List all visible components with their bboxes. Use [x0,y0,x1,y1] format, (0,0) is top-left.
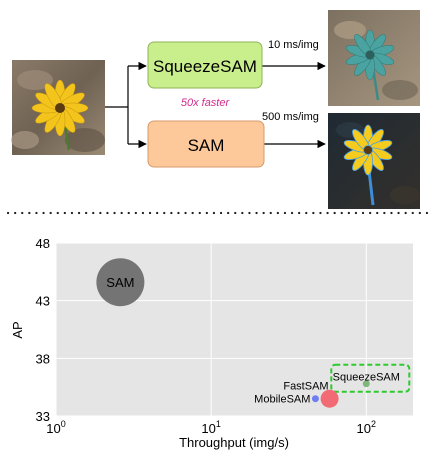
sam-point [96,258,145,307]
sunflower-icon [31,79,89,137]
pipeline-diagram: SqueezeSAM SAM 50x faster 10 ms/img 500 … [11,10,420,209]
fastsam-point-label: FastSAM [283,381,328,393]
y-tick-label: 48 [36,236,50,251]
connector-lines [105,61,326,149]
mobilesam-point [311,395,319,403]
fastsam-point [320,389,339,408]
squeezesam-latency: 10 ms/img [268,39,319,51]
masked-flower-icon [343,124,393,176]
sam-label: SAM [188,136,225,155]
sam-output-image [328,113,420,209]
y-tick-label: 38 [36,351,50,366]
squeezesam-highlight-box [330,363,411,393]
squeezesam-point-label: SqueezeSAM [333,372,400,384]
highlight-layer [330,363,411,393]
segmented-flower-icon [345,29,395,81]
sam-point-label: SAM [106,275,134,290]
input-image [11,60,105,155]
x-tick-label: 100 [46,419,65,436]
sam-box: SAM [147,120,265,168]
squeezesam-point [362,380,370,388]
squeezesam-output-image [328,10,420,106]
squeezesam-box: SqueezeSAM [147,41,263,89]
y-tick-label: 43 [36,294,50,309]
y-tick-label: 33 [36,409,50,424]
x-tick-label: 101 [201,419,220,436]
x-axis-label: Throughput (img/s) [179,435,289,450]
speed-note: 50x faster [181,97,231,109]
x-tick-label: 102 [357,419,376,436]
sam-latency: 500 ms/img [262,111,319,123]
axis-ticks: 33 38 43 48 100 101 102 [36,236,377,436]
squeezesam-label: SqueezeSAM [153,57,257,76]
y-axis-label: AP [10,321,25,338]
mobilesam-point-label: MobileSAM [254,394,310,406]
